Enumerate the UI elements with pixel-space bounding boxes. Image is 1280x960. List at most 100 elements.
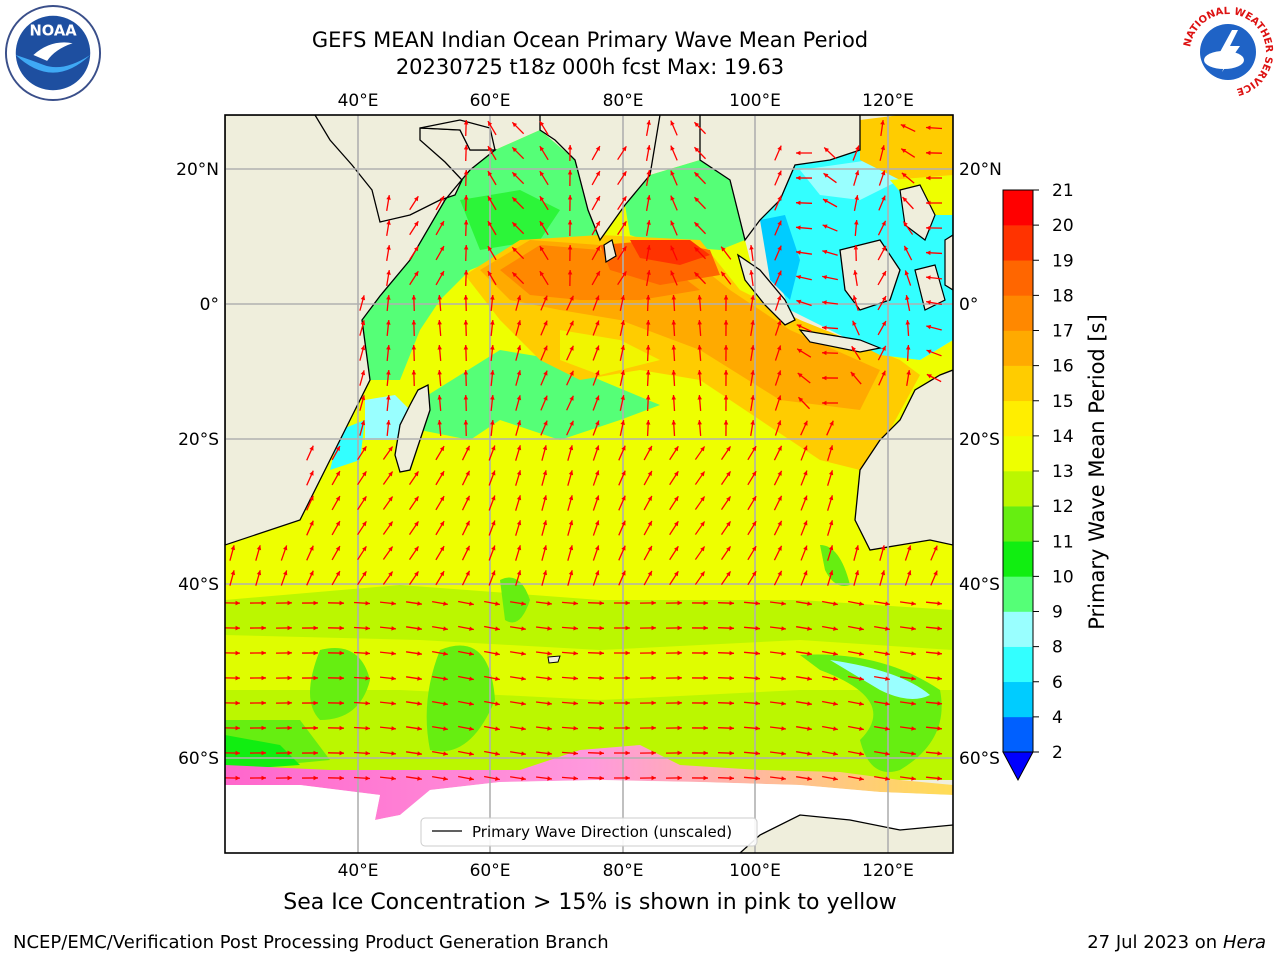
wave-arrow-head	[595, 221, 600, 227]
wave-arrow-head	[516, 445, 522, 451]
wave-arrow-head	[885, 676, 890, 681]
wave-arrow-head	[516, 395, 522, 401]
wave-arrow-head	[750, 295, 755, 300]
wave-arrow-head	[391, 776, 396, 781]
wave-arrow-head	[386, 320, 391, 325]
lat-tick-right: 40°S	[959, 575, 1000, 595]
wave-arrow-head	[595, 196, 600, 202]
wave-arrow-head	[911, 626, 916, 631]
wave-arrow-head	[796, 324, 802, 329]
lon-tick-top: 40°E	[338, 91, 379, 111]
wave-arrow-head	[437, 370, 442, 375]
wave-arrow-head	[414, 521, 419, 527]
wave-arrow-head	[573, 601, 578, 606]
wave-arrow-head	[261, 750, 266, 756]
wave-arrow-head	[911, 651, 916, 656]
wave-arrow-head	[365, 725, 370, 731]
wave-arrow-head	[833, 601, 838, 606]
wave-arrow-head	[542, 570, 548, 576]
wave-arrow-head	[926, 200, 931, 206]
wave-arrow-head	[647, 520, 652, 526]
wave-arrow-head	[926, 374, 932, 379]
colorbar-tick-label: 19	[1052, 251, 1074, 271]
wave-arrow-head	[414, 571, 419, 577]
wave-arrow-head	[542, 445, 548, 451]
wave-arrow-head	[781, 601, 786, 606]
colorbar-tick-label: 14	[1052, 427, 1074, 447]
wave-arrow-head	[911, 676, 916, 681]
wave-arrow-head	[694, 147, 700, 153]
wave-arrow-head	[651, 775, 656, 781]
nws-logo: NATIONAL WEATHER SERVICE	[1180, 4, 1276, 100]
wave-arrow-head	[807, 626, 812, 631]
wave-arrow-head	[937, 701, 942, 706]
wave-arrow-head	[828, 545, 834, 551]
lon-tick-top: 80°E	[603, 91, 644, 111]
wave-arrow-head	[309, 570, 314, 576]
wave-arrow-head	[573, 701, 578, 706]
wave-arrow-head	[235, 675, 240, 681]
wave-arrow-head	[439, 271, 444, 277]
wave-arrow-head	[807, 601, 812, 606]
wave-arrow-head	[833, 751, 838, 756]
wave-arrow-head	[926, 250, 931, 256]
wave-arrow-head	[937, 651, 942, 656]
sea-ice-caption: Sea Ice Concentration > 15% is shown in …	[283, 890, 897, 915]
wave-arrow-head	[926, 275, 931, 280]
wave-arrow-head	[723, 420, 729, 425]
wave-arrow-head	[881, 245, 886, 251]
wave-arrow-head	[670, 220, 675, 226]
wave-arrow-head	[621, 445, 626, 451]
wave-arrow-head	[543, 395, 548, 401]
wave-arrow-head	[595, 445, 600, 451]
wave-arrow-head	[439, 246, 444, 252]
wave-arrow-head	[386, 220, 391, 225]
wave-arrow-head	[885, 601, 890, 606]
lon-tick-top: 60°E	[470, 91, 511, 111]
wave-arrow-head	[703, 725, 708, 731]
wave-arrow-head	[807, 701, 812, 706]
wave-arrow-head	[309, 445, 314, 451]
wave-arrow-head	[700, 571, 705, 577]
colorbar-tick-label: 11	[1052, 532, 1074, 552]
wave-arrow-head	[512, 197, 518, 203]
colorbar-tick-label: 15	[1052, 392, 1074, 412]
wave-arrow-head	[437, 395, 442, 400]
wave-arrow-head	[599, 775, 604, 781]
wave-arrow-head	[469, 626, 474, 631]
wave-arrow-head	[646, 120, 651, 125]
wave-arrow-head	[622, 196, 627, 202]
map-plot-area	[225, 115, 953, 853]
wave-arrow-head	[235, 750, 240, 756]
wave-arrow-head	[516, 470, 522, 476]
wave-arrow-head	[495, 726, 500, 731]
wave-arrow-head	[723, 320, 729, 325]
wave-arrow-head	[620, 395, 625, 401]
lon-tick-bottom: 80°E	[603, 861, 644, 881]
wave-arrow-head	[573, 726, 578, 731]
wave-arrow-head	[463, 420, 469, 425]
wave-arrow-head	[901, 148, 907, 154]
chart-subtitle: 20230725 t18z 000h fcst Max: 19.63	[395, 55, 785, 79]
wave-arrow-head	[671, 320, 677, 325]
wave-arrow-head	[703, 675, 708, 681]
wave-arrow-head	[729, 700, 734, 706]
wave-arrow-head	[903, 221, 908, 227]
wave-arrow-head	[620, 295, 625, 301]
wave-arrow-head	[599, 750, 604, 756]
wave-arrow-head	[568, 445, 574, 451]
wave-arrow-head	[362, 471, 367, 477]
wave-arrow-head	[360, 420, 366, 426]
wave-arrow-head	[700, 496, 705, 502]
wave-arrow-head	[595, 570, 600, 576]
wave-arrow-head	[595, 320, 600, 326]
wave-arrow-head	[751, 571, 757, 577]
wave-arrow-head	[547, 626, 552, 631]
wave-arrow-head	[313, 650, 318, 656]
wave-arrow-head	[411, 345, 417, 350]
wave-arrow-head	[674, 471, 679, 477]
wave-arrow-head	[855, 145, 860, 151]
colorbar-segment	[1003, 506, 1033, 542]
wave-arrow-head	[573, 776, 578, 781]
